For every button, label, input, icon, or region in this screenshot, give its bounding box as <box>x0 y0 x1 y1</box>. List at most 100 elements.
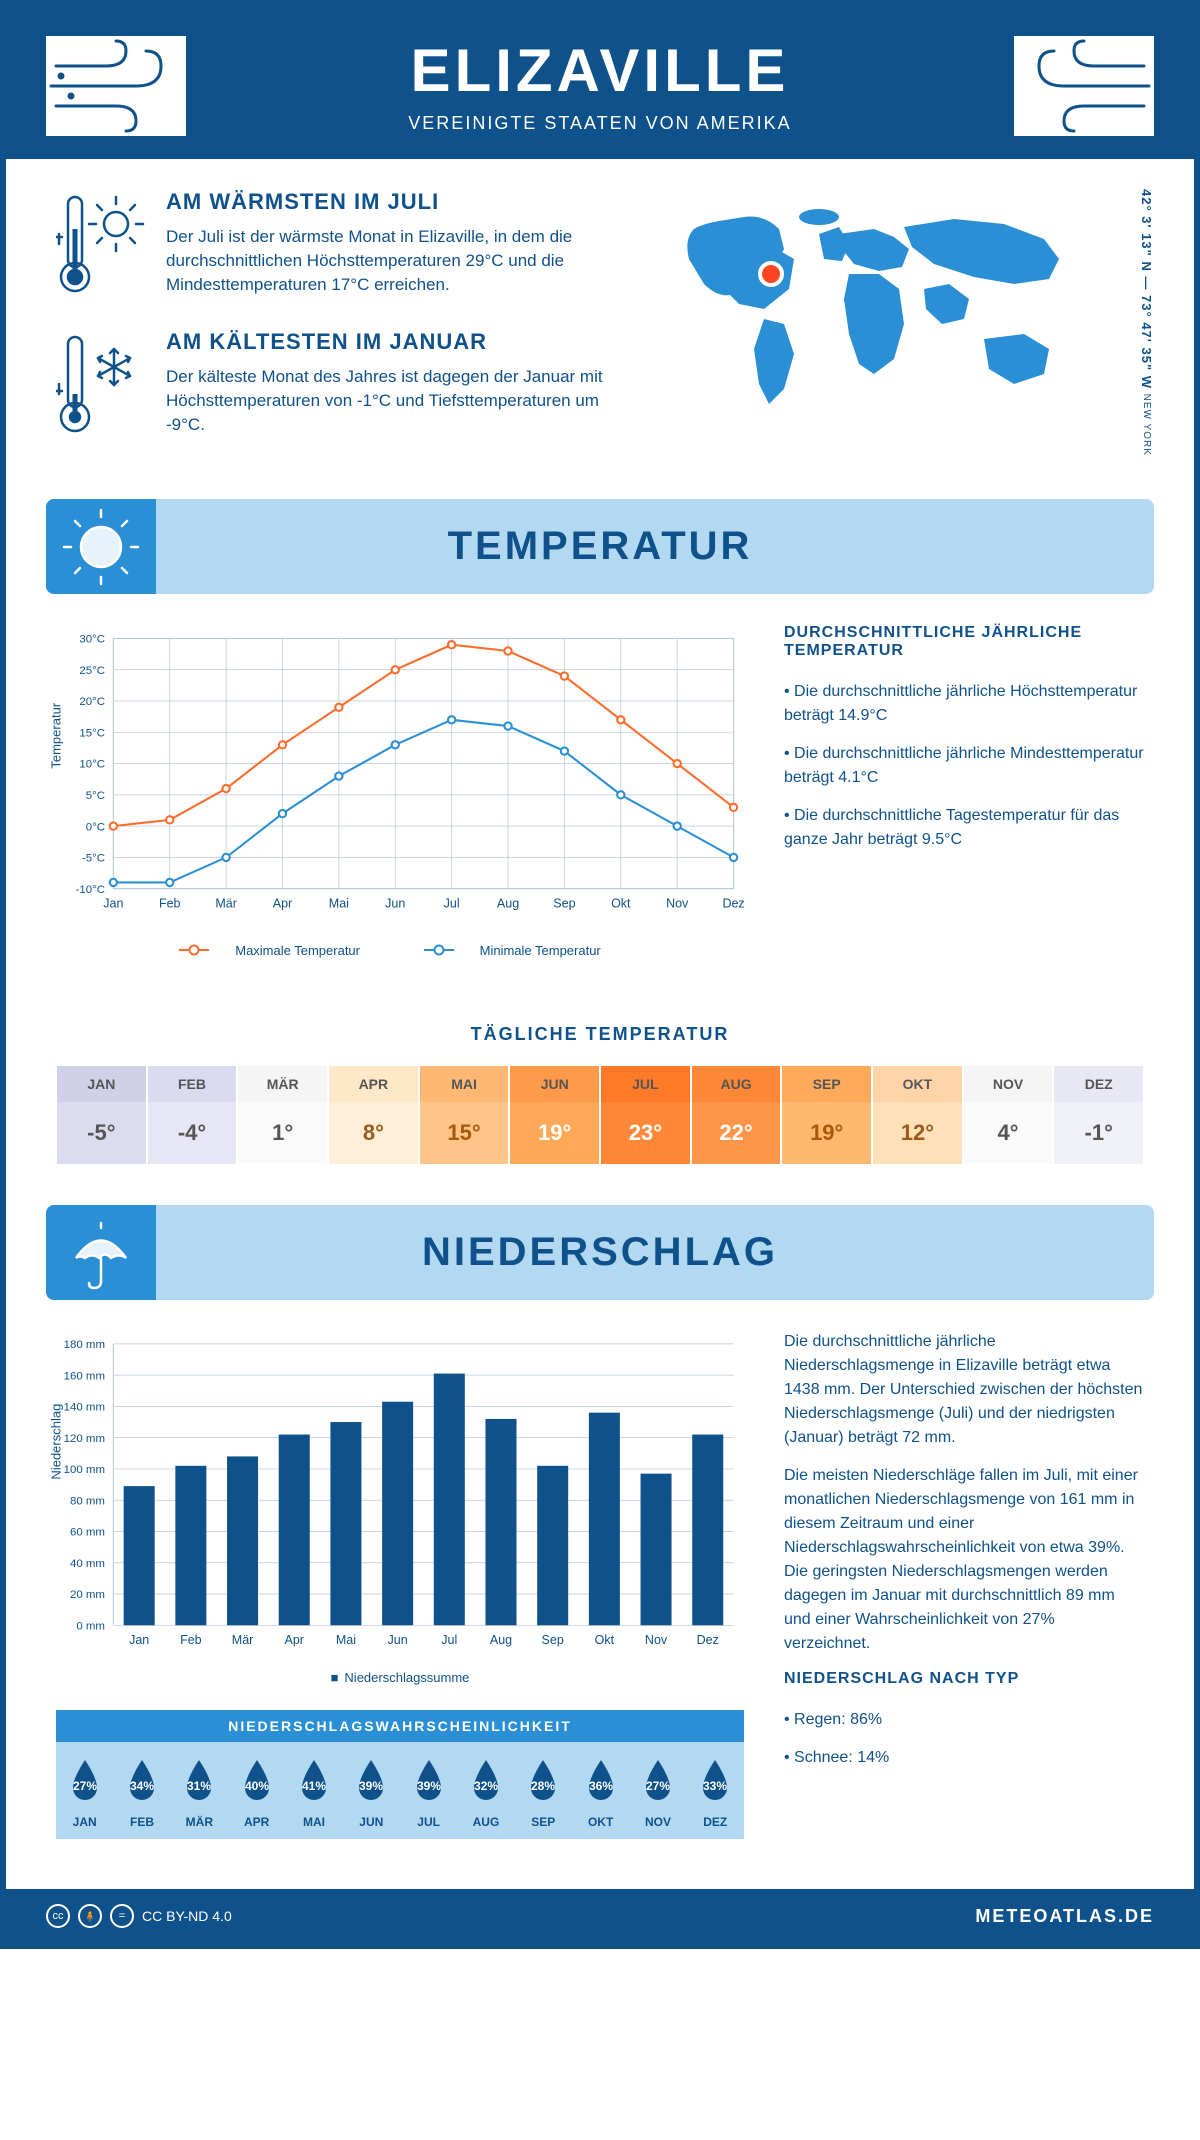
svg-text:-5°C: -5°C <box>82 853 105 865</box>
svg-text:27%: 27% <box>73 1779 97 1793</box>
probability-drop: 34% FEB <box>113 1756 170 1829</box>
svg-text:Jan: Jan <box>103 896 123 910</box>
svg-text:Jul: Jul <box>444 896 460 910</box>
temp-facts-title: DURCHSCHNITTLICHE JÄHRLICHE TEMPERATUR <box>784 624 1144 660</box>
svg-text:Jun: Jun <box>385 896 405 910</box>
fact-text: Der kälteste Monat des Jahres ist dagege… <box>166 365 624 436</box>
temp-fact: • Die durchschnittliche jährliche Mindes… <box>784 742 1144 790</box>
banner-title: NIEDERSCHLAG <box>46 1230 1154 1275</box>
svg-text:Mai: Mai <box>329 896 349 910</box>
svg-text:Jul: Jul <box>441 1633 457 1647</box>
daily-temp-title: TÄGLICHE TEMPERATUR <box>6 1024 1194 1045</box>
svg-text:0°C: 0°C <box>86 821 105 833</box>
umbrella-icon <box>46 1205 156 1300</box>
probability-drop: 36% OKT <box>572 1756 629 1829</box>
warmest-fact: AM WÄRMSTEN IM JULI Der Juli ist der wär… <box>56 189 624 299</box>
probability-panel: NIEDERSCHLAGSWAHRSCHEINLICHKEIT 27% JAN … <box>56 1710 744 1839</box>
daily-cell: JAN -5° <box>56 1065 147 1165</box>
chart-legend: Maximale Temperatur Minimale Temperatur <box>56 939 744 958</box>
svg-text:27%: 27% <box>646 1779 670 1793</box>
nd-icon: = <box>110 1904 134 1928</box>
by-icon: 🧍 <box>78 1904 102 1928</box>
world-map <box>664 189 1084 439</box>
svg-text:Jun: Jun <box>388 1633 408 1647</box>
probability-drop: 40% APR <box>228 1756 285 1829</box>
svg-text:40 mm: 40 mm <box>70 1558 105 1570</box>
temp-fact: • Die durchschnittliche jährliche Höchst… <box>784 680 1144 728</box>
svg-text:Feb: Feb <box>180 1633 202 1647</box>
svg-text:Okt: Okt <box>611 896 631 910</box>
temp-fact: • Die durchschnittliche Tagestemperatur … <box>784 804 1144 852</box>
precip-type-title: NIEDERSCHLAG NACH TYP <box>784 1670 1144 1688</box>
y-axis-label: Niederschlag <box>49 1404 64 1480</box>
fact-title: AM WÄRMSTEN IM JULI <box>166 189 624 215</box>
svg-text:25°C: 25°C <box>79 665 105 677</box>
brand-name: METEOATLAS.DE <box>975 1906 1154 1927</box>
svg-text:Feb: Feb <box>159 896 181 910</box>
banner-title: TEMPERATUR <box>46 524 1154 569</box>
svg-text:160 mm: 160 mm <box>64 1370 105 1382</box>
svg-text:Aug: Aug <box>490 1633 512 1647</box>
probability-drop: 33% DEZ <box>687 1756 744 1829</box>
daily-temp-table: JAN -5° FEB -4° MÄR 1° APR 8° MAI 15° JU… <box>56 1065 1144 1165</box>
daily-cell: DEZ -1° <box>1053 1065 1144 1165</box>
wind-icon <box>1014 36 1154 136</box>
probability-drop: 28% SEP <box>515 1756 572 1829</box>
svg-text:30°C: 30°C <box>79 634 105 646</box>
coordinates: 42° 3' 13" N — 73° 47' 35" W NEW YORK <box>1139 189 1154 456</box>
probability-drop: 39% JUL <box>400 1756 457 1829</box>
probability-drop: 32% AUG <box>457 1756 514 1829</box>
daily-cell: MAI 15° <box>419 1065 510 1165</box>
daily-cell: APR 8° <box>328 1065 419 1165</box>
svg-text:Mär: Mär <box>215 896 237 910</box>
svg-text:33%: 33% <box>703 1779 727 1793</box>
temperature-banner: TEMPERATUR <box>46 499 1154 594</box>
precip-type: • Regen: 86% <box>784 1708 1144 1732</box>
svg-text:Nov: Nov <box>645 1633 668 1647</box>
svg-text:Sep: Sep <box>553 896 575 910</box>
svg-text:100 mm: 100 mm <box>64 1464 105 1476</box>
probability-title: NIEDERSCHLAGSWAHRSCHEINLICHKEIT <box>56 1710 744 1742</box>
y-axis-label: Temperatur <box>49 703 64 769</box>
probability-drop: 27% NOV <box>629 1756 686 1829</box>
chart-legend: Niederschlagssumme <box>56 1670 744 1685</box>
precip-text: Die durchschnittliche jährliche Niedersc… <box>784 1330 1144 1450</box>
daily-cell: SEP 19° <box>781 1065 872 1165</box>
page-footer: cc 🧍 = CC BY-ND 4.0 METEOATLAS.DE <box>6 1889 1194 1943</box>
coldest-fact: AM KÄLTESTEN IM JANUAR Der kälteste Mona… <box>56 329 624 439</box>
precipitation-banner: NIEDERSCHLAG <box>46 1205 1154 1300</box>
svg-text:Sep: Sep <box>542 1633 564 1647</box>
probability-drop: 39% JUN <box>343 1756 400 1829</box>
daily-cell: OKT 12° <box>872 1065 963 1165</box>
svg-text:Dez: Dez <box>697 1633 719 1647</box>
svg-text:41%: 41% <box>302 1779 326 1793</box>
svg-text:120 mm: 120 mm <box>64 1433 105 1445</box>
svg-text:20 mm: 20 mm <box>70 1589 105 1601</box>
daily-cell: MÄR 1° <box>237 1065 328 1165</box>
probability-drop: 41% MAI <box>285 1756 342 1829</box>
precip-type: • Schnee: 14% <box>784 1746 1144 1770</box>
svg-text:28%: 28% <box>531 1779 555 1793</box>
precip-text: Die meisten Niederschläge fallen im Juli… <box>784 1464 1144 1656</box>
svg-text:180 mm: 180 mm <box>64 1339 105 1351</box>
fact-title: AM KÄLTESTEN IM JANUAR <box>166 329 624 355</box>
license: cc 🧍 = CC BY-ND 4.0 <box>46 1904 232 1928</box>
svg-text:10°C: 10°C <box>79 759 105 771</box>
cc-icon: cc <box>46 1904 70 1928</box>
svg-text:-10°C: -10°C <box>76 884 105 896</box>
svg-text:140 mm: 140 mm <box>64 1402 105 1414</box>
svg-text:Dez: Dez <box>722 896 744 910</box>
svg-text:Nov: Nov <box>666 896 689 910</box>
svg-text:Mär: Mär <box>232 1633 254 1647</box>
thermometer-snow-icon <box>56 329 146 439</box>
svg-text:39%: 39% <box>359 1779 383 1793</box>
daily-cell: NOV 4° <box>963 1065 1054 1165</box>
temperature-line-chart: Temperatur -10°C-5°C0°C5°C10°C15°C20°C25… <box>56 624 744 964</box>
daily-cell: JUN 19° <box>509 1065 600 1165</box>
svg-text:20°C: 20°C <box>79 696 105 708</box>
probability-drop: 31% MÄR <box>171 1756 228 1829</box>
svg-text:80 mm: 80 mm <box>70 1495 105 1507</box>
svg-text:0 mm: 0 mm <box>76 1620 105 1632</box>
svg-text:Okt: Okt <box>595 1633 615 1647</box>
daily-cell: FEB -4° <box>147 1065 238 1165</box>
